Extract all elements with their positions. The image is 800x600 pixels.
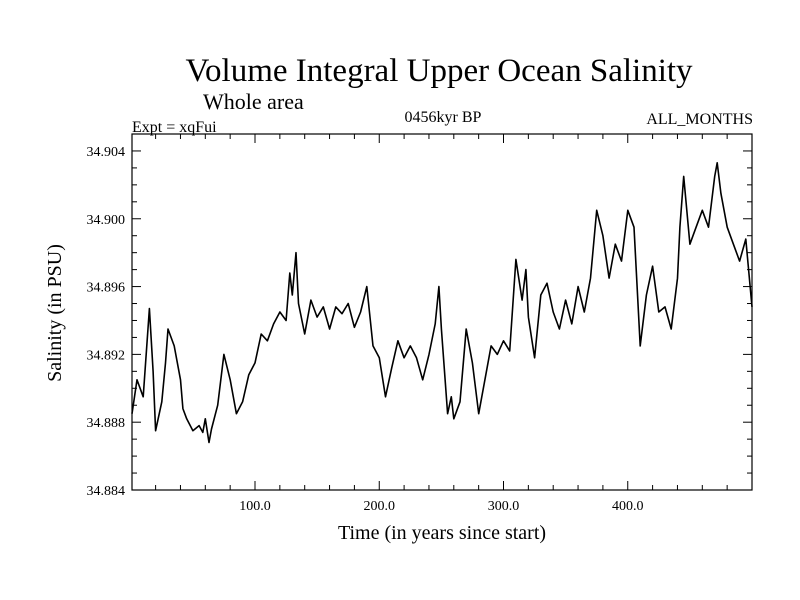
x-tick-label: 300.0 [488, 499, 520, 514]
y-tick-label: 34.884 [87, 484, 126, 499]
x-axis: 100.0 200.0 300.0 400.0 [155, 134, 753, 514]
x-axis-label: Time (in years since start) [338, 522, 546, 544]
period-label: 0456kyr BP [405, 109, 482, 126]
y-tick-label: 34.888 [87, 416, 126, 431]
x-tick-label: 200.0 [364, 499, 396, 514]
y-tick-label: 34.904 [87, 145, 126, 160]
salinity-series-line [131, 162, 753, 444]
experiment-label: Expt = xqFui [132, 119, 217, 136]
y-tick-label: 34.896 [87, 281, 126, 296]
chart-subtitle: Whole area [203, 89, 304, 114]
y-axis-label: Salinity (in PSU) [44, 244, 66, 382]
x-tick-label: 100.0 [239, 499, 271, 514]
x-tick-label: 400.0 [612, 499, 644, 514]
chart-title: Volume Integral Upper Ocean Salinity [185, 53, 693, 89]
y-tick-label: 34.900 [87, 213, 126, 228]
plot-frame [131, 133, 753, 491]
months-label: ALL_MONTHS [646, 111, 753, 128]
y-axis: 34.884 34.888 34.892 34.896 34.900 34.904 [87, 133, 752, 499]
y-tick-label: 34.892 [87, 348, 126, 363]
